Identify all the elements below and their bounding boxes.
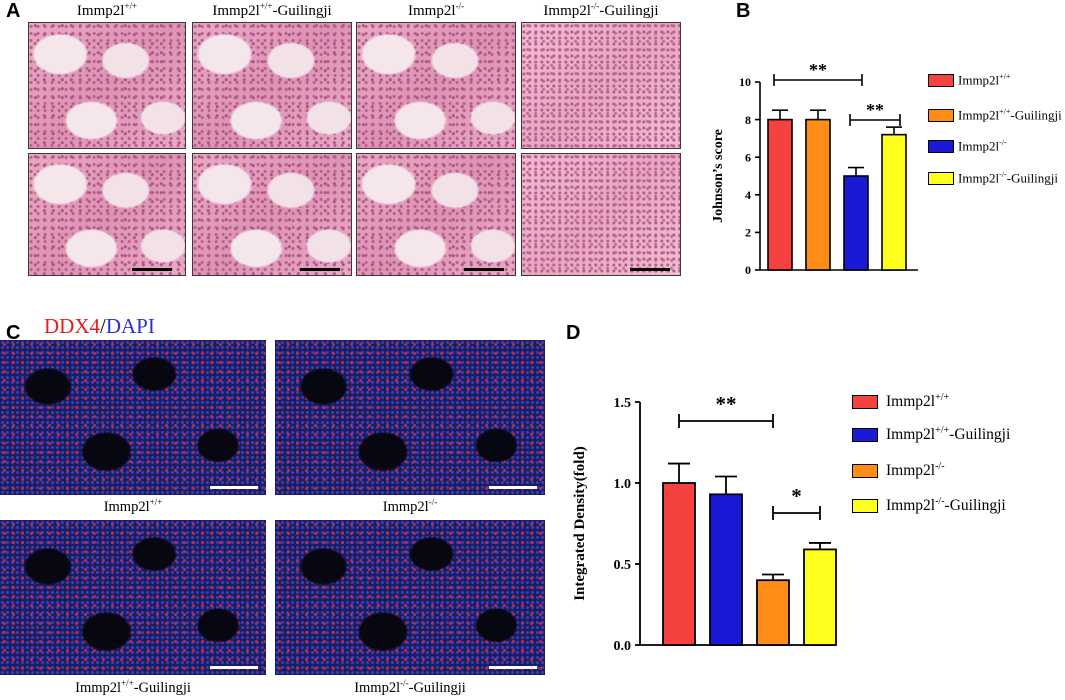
scale-bar <box>489 666 537 669</box>
legend-b-label-1: Immp2l+/+ <box>958 72 1011 88</box>
panel-a-header-2: Immp2l+/+-Guilingji <box>212 1 332 19</box>
y-tick-label: 2 <box>745 226 751 240</box>
fluorescence-image-ko-guilingji <box>275 520 545 675</box>
bar <box>767 118 793 271</box>
fluorescence-caption-1: Immp2l+/+ <box>103 497 163 515</box>
bar <box>843 175 869 271</box>
legend-d: Immp2l+/+ Immp2l+/+-Guilingji Immp2l-/- … <box>852 390 1064 530</box>
he-micrograph-ko-high <box>356 153 516 276</box>
legend-b-label-4: Immp2l-/--Guilingji <box>958 170 1059 186</box>
y-tick-label: 1.5 <box>614 396 632 411</box>
panel-a-header-3: Immp2l-/- <box>408 1 464 19</box>
panel-label-c: C <box>6 322 21 344</box>
significance-label: ** <box>866 100 884 120</box>
legend-d-label-3: Immp2l-/- <box>886 461 945 480</box>
panel-label-d: D <box>566 322 581 344</box>
legend-d-swatch-3 <box>852 464 878 478</box>
legend-b: Immp2l+/+ Immp2l+/+-Guilingji Immp2l-/- … <box>928 68 1064 198</box>
y-axis-label: Integrated Density(fold) <box>572 446 588 601</box>
scale-bar <box>210 486 258 489</box>
panel-a-header-1: Immp2l+/+ <box>76 1 138 19</box>
scale-bar <box>464 268 504 271</box>
legend-b-label-3: Immp2l-/- <box>958 138 1007 154</box>
bar <box>756 579 790 646</box>
he-micrograph-wt-high <box>28 153 186 276</box>
stain-title: DDX4/DAPI <box>44 314 155 338</box>
y-tick-label: 8 <box>745 113 751 127</box>
significance-label: ** <box>716 392 737 416</box>
scale-bar <box>132 268 172 271</box>
bar <box>662 482 696 646</box>
bar <box>709 493 743 646</box>
legend-d-swatch-2 <box>852 428 878 442</box>
panel-label-b: B <box>736 0 751 22</box>
panel-label-a: A <box>6 0 21 22</box>
y-tick-label: 0.0 <box>614 639 632 654</box>
fluorescence-image-wt <box>0 340 266 495</box>
legend-d-label-1: Immp2l+/+ <box>886 392 950 411</box>
he-micrograph-wt-guilingji-low <box>192 22 352 149</box>
he-micrograph-wt-guilingji-high <box>192 153 352 276</box>
y-tick-label: 6 <box>745 150 751 164</box>
y-tick-label: 4 <box>745 188 751 202</box>
legend-b-swatch-2 <box>928 109 954 122</box>
scale-bar <box>630 268 670 271</box>
he-micrograph-wt-low <box>28 22 186 149</box>
panel-a-header-4: Immp2l-/--Guilingji <box>543 1 659 19</box>
y-axis-label: Johnson’s score <box>711 129 726 223</box>
scale-bar <box>210 666 258 669</box>
legend-b-swatch-4 <box>928 172 954 185</box>
legend-d-label-4: Immp2l-/--Guilingji <box>886 496 1006 515</box>
fluorescence-image-ko <box>275 340 545 495</box>
legend-b-swatch-3 <box>928 140 954 153</box>
legend-b-swatch-1 <box>928 74 954 87</box>
bar <box>805 118 831 271</box>
fluorescence-caption-2: Immp2l-/- <box>382 497 438 515</box>
legend-d-swatch-1 <box>852 395 878 409</box>
fluorescence-caption-4: Immp2l-/--Guilingji <box>354 678 466 696</box>
y-tick-label: 10 <box>739 75 751 89</box>
legend-d-label-2: Immp2l+/+-Guilingji <box>886 425 1011 444</box>
he-micrograph-ko-low <box>356 22 516 149</box>
bar <box>881 133 907 271</box>
y-tick-label: 0 <box>745 263 751 277</box>
legend-b-label-2: Immp2l+/+-Guilingji <box>958 107 1062 123</box>
significance-label: * <box>791 484 802 508</box>
y-tick-label: 1.0 <box>614 477 632 492</box>
chart-b: 0 2 4 6 8 10 Johnson’s score ** ** <box>711 60 918 277</box>
bar <box>803 548 837 646</box>
significance-label: ** <box>809 60 827 80</box>
legend-d-swatch-4 <box>852 499 878 513</box>
y-tick-label: 0.5 <box>614 558 632 573</box>
fluorescence-image-wt-guilingji <box>0 520 266 675</box>
scale-bar <box>300 268 340 271</box>
fluorescence-caption-3: Immp2l+/+-Guilingji <box>75 678 191 696</box>
scale-bar <box>489 486 537 489</box>
he-micrograph-ko-guilingji-low <box>521 22 681 149</box>
he-micrograph-ko-guilingji-high <box>521 153 681 276</box>
